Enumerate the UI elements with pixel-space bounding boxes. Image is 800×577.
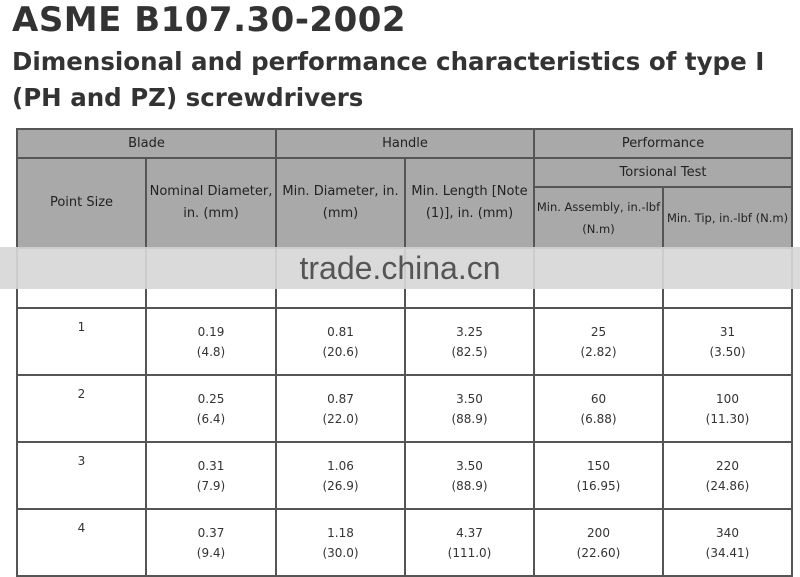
table-cell: 0.81 (20.6) — [275, 307, 406, 376]
table-cell: 0.25 (6.4) — [145, 374, 277, 443]
table-row: 4 0.37 (9.4) 1.18 (30.0) 4.37 (111.0) 200 (22.60… — [16, 508, 794, 577]
table-cell: 340 (34.41) — [661, 508, 794, 577]
table-cell: 31 (3.50) — [661, 307, 794, 376]
table-row: 3 0.31 (7.9) 1.06 (26.9) 3.50 (88.9) 150 (16.95)… — [16, 441, 794, 510]
table-row: 2 0.25 (6.4) 0.87 (22.0) 3.50 (88.9) 60 (6.88) 10… — [16, 374, 794, 443]
table-row: 1 0.19 (4.8) 0.81 (20.6) 3.25 (82.5) 25 (2.82) 31… — [16, 307, 794, 376]
document-subtitle: Dimensional and performance characterist… — [12, 47, 765, 112]
group-performance: Performance — [532, 128, 794, 159]
group-blade: Blade — [16, 128, 277, 159]
cell-point-size: 3 — [16, 441, 147, 510]
col-point-size: Point Size — [16, 157, 147, 249]
table-cell: 3.50 (88.9) — [404, 374, 535, 443]
group-handle: Handle — [275, 128, 535, 159]
cell-point-size: 4 — [16, 508, 147, 577]
table-cell: 0.19 (4.8) — [145, 307, 277, 376]
table-cell: 200 (22.60) — [533, 508, 664, 577]
table-cell: 150 (16.95) — [533, 441, 664, 510]
table-cell: 1.18 (30.0) — [275, 508, 406, 577]
table-cell: 1.06 (26.9) — [275, 441, 406, 510]
subgroup-torsional-test: Torsional Test — [532, 157, 794, 188]
specs-table: Blade Handle Performance Point Size Nomi… — [16, 128, 794, 577]
table-cell: 220 (24.86) — [661, 441, 794, 510]
watermark: trade.china.cn — [0, 247, 800, 289]
col-min-tip: Min. Tip, in.-lbf (N.m) — [661, 186, 794, 249]
table-cell: 100 (11.30) — [661, 374, 794, 443]
col-min-length: Min. Length [Note (1)], in. (mm) — [404, 157, 535, 249]
table-cell: 3.25 (82.5) — [404, 307, 535, 376]
table-cell: 4.37 (111.0) — [404, 508, 535, 577]
table-cell: 0.37 (9.4) — [145, 508, 277, 577]
document-title: ASME B107.30-2002 — [12, 0, 407, 40]
table-cell: 3.50 (88.9) — [404, 441, 535, 510]
table-cell: 25 (2.82) — [533, 307, 664, 376]
col-nominal-diameter: Nominal Diameter, in. (mm) — [145, 157, 277, 249]
cell-point-size: 2 — [16, 374, 147, 443]
table-cell: 0.87 (22.0) — [275, 374, 406, 443]
table-cell: 0.31 (7.9) — [145, 441, 277, 510]
col-min-assembly: Min. Assembly, in.-lbf (N.m) — [533, 186, 664, 249]
col-min-diameter: Min. Diameter, in. (mm) — [275, 157, 406, 249]
table-cell: 60 (6.88) — [533, 374, 664, 443]
cell-point-size: 1 — [16, 307, 147, 376]
